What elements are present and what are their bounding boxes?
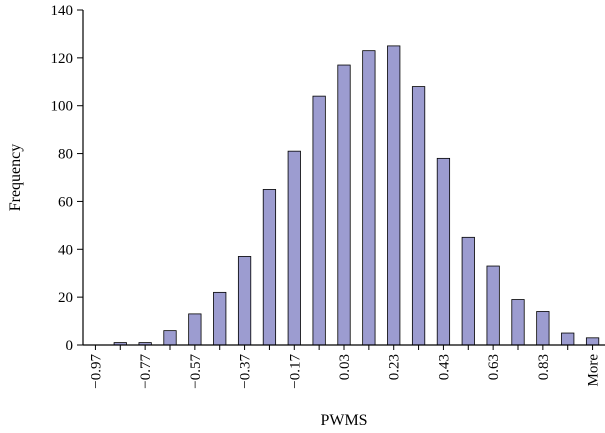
histogram-bar (387, 45, 401, 346)
x-tick-label: −0.77 (138, 354, 154, 389)
x-tick-label: 0.83 (536, 354, 552, 380)
y-tick-label: 100 (51, 99, 74, 115)
histogram-bar (237, 256, 252, 346)
histogram-bar (585, 337, 600, 346)
y-tick-label: 0 (66, 338, 74, 354)
histogram-bar (262, 189, 277, 346)
y-tick-label: 140 (51, 3, 74, 19)
histogram-bar (362, 50, 376, 346)
histogram-bar (337, 64, 351, 346)
y-axis-ticks: 0 20 40 60 80 100 120 140 (51, 3, 83, 354)
histogram-bar (411, 86, 426, 346)
x-axis-title: PWMS (320, 412, 367, 429)
y-axis-title: Frequency (7, 144, 24, 212)
x-axis-ticks: −0.97 −0.77 −0.57 −0.37 −0.17 0.03 0.23 0.43 0.6… (88, 345, 602, 389)
y-tick-label: 80 (58, 147, 73, 163)
x-tick-label: 0.63 (486, 354, 502, 380)
x-tick-label: −0.57 (188, 354, 204, 389)
x-tick-label: −0.17 (287, 354, 303, 389)
x-tick-label: −0.97 (88, 354, 104, 389)
histogram-bar (163, 330, 177, 346)
histogram-bar (436, 157, 451, 346)
y-tick-label: 60 (58, 194, 73, 210)
histogram-bar (536, 311, 550, 346)
x-tick-label: 0.43 (436, 354, 452, 380)
x-tick-label: 0.03 (337, 354, 353, 380)
x-tick-label: 0.23 (387, 354, 403, 380)
y-tick-label: 120 (51, 51, 74, 67)
histogram-bar (312, 95, 326, 346)
x-tick-label: −0.37 (238, 354, 254, 389)
bars-group (113, 45, 600, 346)
histogram-bar (213, 291, 227, 346)
histogram-bar (561, 332, 575, 346)
y-tick-label: 40 (58, 242, 73, 258)
histogram-bar (287, 150, 301, 346)
histogram-bar (188, 313, 202, 346)
histogram-bar (511, 299, 525, 346)
x-tick-label: More (586, 354, 602, 387)
y-tick-label: 20 (58, 290, 73, 306)
histogram-bar (486, 265, 500, 346)
histogram-bar (461, 236, 475, 346)
